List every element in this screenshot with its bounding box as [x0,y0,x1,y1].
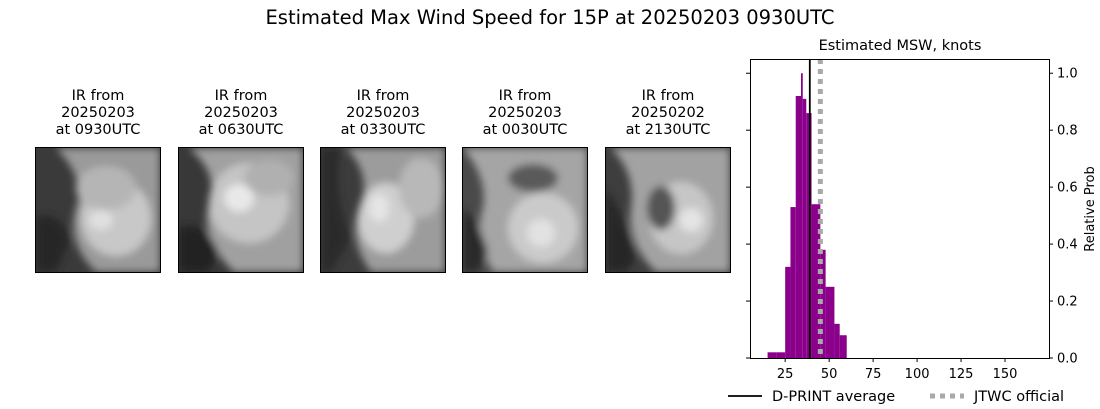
legend: D-PRINT average JTWC official [728,389,1064,405]
histogram-bar [839,335,847,358]
histogram-bar [785,266,791,358]
x-tick-label: 75 [865,367,882,382]
ir-satellite-image-2 [178,147,304,273]
ir-panel-1: IR from 20250203 at 0930UTC [35,88,161,139]
legend-jtwc-label: JTWC official [973,389,1064,405]
histogram-bar [776,352,786,358]
histogram-bar [795,96,802,359]
y-tick-label: 0.4 [1057,238,1078,253]
x-tick-label: 50 [821,367,838,382]
histogram-bar [767,352,777,358]
x-tick-label: 125 [949,367,974,382]
legend-dprint-label: D-PRINT average [772,389,895,405]
histogram-bar [790,207,796,358]
y-tick-label: 0.2 [1057,295,1078,310]
figure-title: Estimated Max Wind Speed for 15P at 2025… [265,6,835,29]
y-tick-label: 0.0 [1057,352,1078,367]
y-tick-label: 0.8 [1057,124,1078,139]
ir-panel-title: IR from 20250203 at 0030UTC [482,88,568,138]
chart-title: Estimated MSW, knots [819,38,982,54]
ir-panel-title: IR from 20250202 at 2130UTC [625,88,711,138]
ir-satellite-image-3 [320,147,446,273]
ir-panel-5: IR from 20250202 at 2130UTC [605,88,731,139]
y-tick-label: 0.6 [1057,181,1078,196]
ir-panel-title: IR from 20250203 at 0330UTC [340,88,426,138]
histogram-bar [811,204,821,358]
ir-panel-2: IR from 20250203 at 0630UTC [178,88,304,139]
x-tick-label: 150 [993,367,1018,382]
ir-panel-title: IR from 20250203 at 0630UTC [198,88,284,138]
x-tick-label: 100 [905,367,930,382]
histogram-bar [825,286,835,358]
ir-satellite-image-4 [462,147,588,273]
ir-satellite-image-1 [35,147,161,273]
histogram-bar [820,249,826,358]
histogram-bar [802,98,807,358]
histogram-bar [834,323,840,358]
ir-panel-3: IR from 20250203 at 0330UTC [320,88,446,139]
y-axis-label: Relative Prob [1083,166,1098,251]
x-tick-label: 25 [777,367,794,382]
plot-frame [750,59,1050,359]
ir-satellite-image-5 [605,147,731,273]
histogram-bar [801,73,803,358]
y-tick-label: 1.0 [1057,67,1078,82]
ir-panel-4: IR from 20250203 at 0030UTC [462,88,588,139]
ir-panel-title: IR from 20250203 at 0930UTC [55,88,141,138]
